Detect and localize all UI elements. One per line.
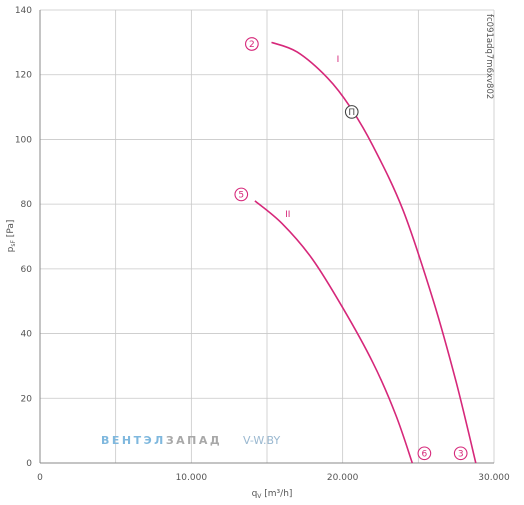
marker-circle [453,446,468,461]
series-curves [254,41,477,464]
point-marker: 5 [234,187,249,202]
marker-label: 2 [249,40,255,50]
point-marker: 6 [417,446,432,461]
watermark-brand: ВЕНТЭЛЗАПАД [101,434,222,447]
y-tick-label: 100 [15,135,32,145]
marker-circle [234,187,249,202]
marker-circle [344,105,359,119]
x-axis-label: qV [m³/h] [252,489,293,500]
y-tick-label: 80 [21,200,33,210]
marker-label: 3 [458,449,464,459]
y-tick-label: 0 [26,459,32,469]
x-tick-labels: 0 10.000 20.000 30.000 [37,473,510,483]
marker-circle [245,37,259,51]
curve-label: II [285,210,290,220]
x-tick-label: 30.000 [478,473,510,483]
y-tick-label: 120 [15,71,32,81]
x-tick-label: 20.000 [327,473,359,483]
marker-label: 5 [238,191,244,201]
curve-label: I [337,55,340,65]
curve-labels: III [285,55,339,220]
grid [39,9,495,464]
x-tick-label: 0 [37,473,43,483]
point-marker: 2 [245,37,259,51]
marker-label: 6 [422,449,428,459]
point-marker: 3 [453,446,468,461]
y-axis-label: psF [Pa] [6,220,17,253]
figure-code: fc091adq7m6xv802 [484,14,494,99]
marker-label: Π [348,108,355,118]
marker-circle [417,446,432,461]
series-curve-2 [254,200,414,464]
y-tick-label: 40 [21,330,33,340]
y-tick-labels: 0 20 40 60 80 100 120 140 [15,6,32,469]
x-tick-label: 10.000 [176,473,208,483]
operating-point-marker: Π [344,105,359,119]
series-curve-1 [271,41,477,464]
y-tick-label: 60 [21,265,33,275]
y-tick-label: 20 [21,394,33,404]
y-tick-label: 140 [15,6,32,16]
point-markers: 2 5 6 3 Π [234,37,468,461]
watermark-site: V-W.BY [243,434,280,447]
axes [39,10,494,464]
